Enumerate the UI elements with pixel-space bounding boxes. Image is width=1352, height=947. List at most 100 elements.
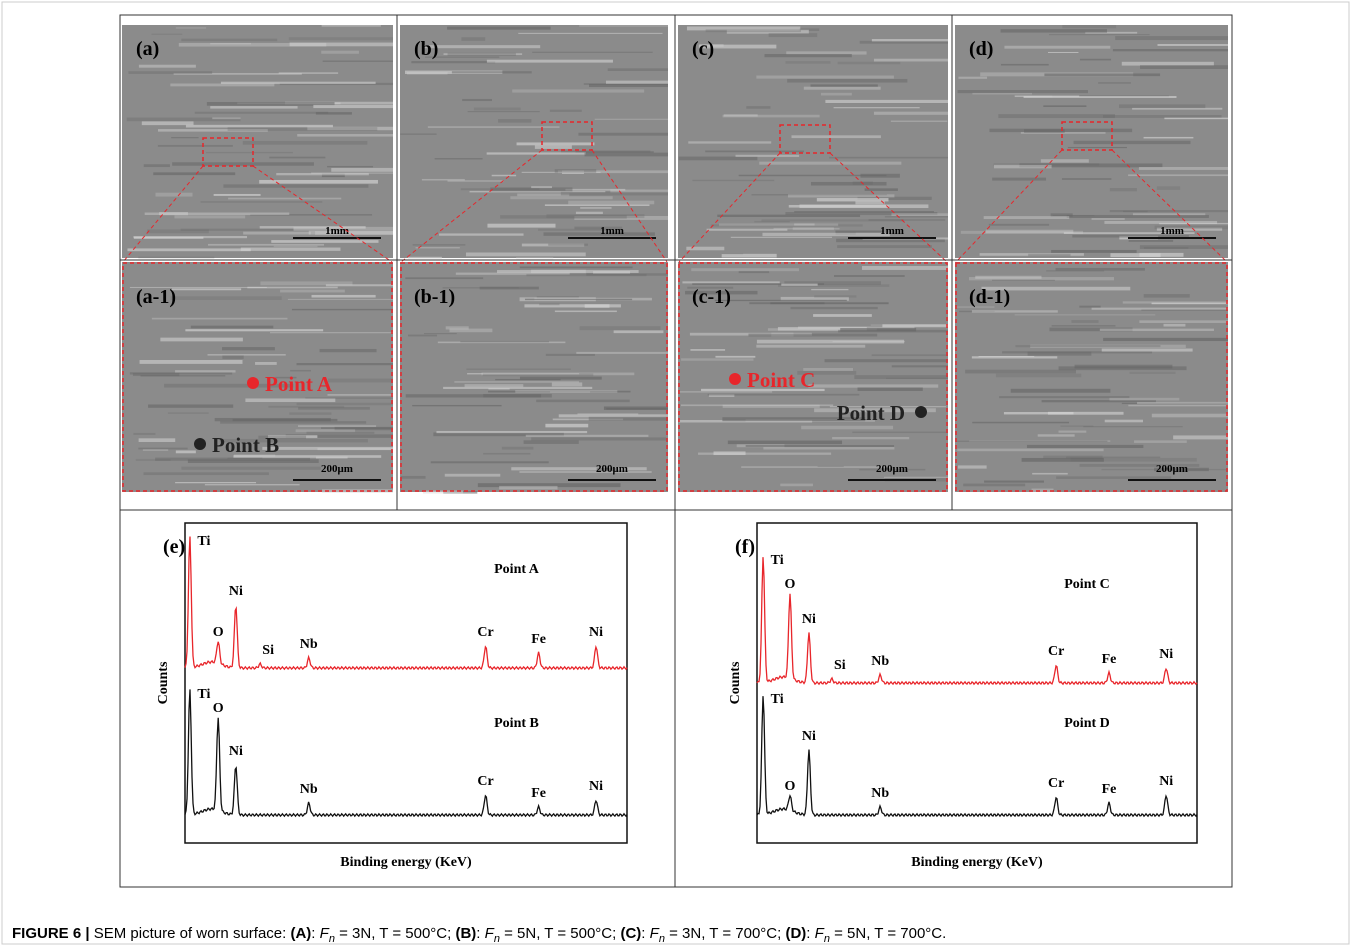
sem-texture <box>490 187 573 192</box>
caption-symbol: F <box>320 925 330 942</box>
sem-texture <box>321 25 381 27</box>
sem-texture <box>860 173 900 178</box>
sem-texture <box>761 219 904 222</box>
sem-texture <box>436 430 588 434</box>
sem-texture <box>539 303 560 306</box>
sem-texture <box>444 473 501 477</box>
sem-texture <box>771 332 794 337</box>
sem-texture <box>1066 456 1161 459</box>
sem-texture <box>1014 314 1156 316</box>
peak-label: Si <box>834 658 846 673</box>
sem-texture <box>726 29 809 34</box>
sem-texture <box>447 180 504 182</box>
sem-texture <box>138 438 176 442</box>
sem-texture <box>829 156 948 159</box>
sem-texture <box>1056 476 1172 479</box>
sem-texture <box>560 191 668 196</box>
sem-texture <box>1139 252 1184 257</box>
sem-texture <box>259 226 366 229</box>
sem-texture <box>698 452 832 455</box>
sem-texture <box>768 33 818 38</box>
sem-texture <box>289 412 332 415</box>
sem-texture <box>1079 463 1200 467</box>
sem-texture <box>491 174 517 177</box>
y-axis-label: Counts <box>156 661 171 704</box>
sem-texture <box>228 197 342 200</box>
sem-texture <box>824 359 948 363</box>
sem-texture <box>322 60 393 62</box>
sem-texture <box>133 235 248 239</box>
sem-texture <box>240 247 341 251</box>
sem-texture <box>512 89 645 93</box>
sem-texture <box>788 204 889 208</box>
sem-texture <box>1122 301 1228 304</box>
sem-texture <box>433 432 564 437</box>
sem-texture <box>285 101 393 105</box>
sem-texture <box>175 370 236 373</box>
caption-text: = 3N, T = 500°C; <box>335 925 451 942</box>
trace-name: Point C <box>1064 577 1110 592</box>
sem-texture <box>160 337 243 342</box>
sem-texture <box>957 90 1088 94</box>
sem-texture <box>1112 49 1228 52</box>
sem-texture <box>1043 105 1087 107</box>
sem-texture <box>1048 51 1079 53</box>
sem-texture <box>443 53 523 55</box>
caption-subscript: n <box>329 933 335 945</box>
sem-texture <box>170 296 282 300</box>
sem-texture <box>148 404 234 408</box>
sem-texture <box>296 402 393 406</box>
panel-label: (a-1) <box>136 286 176 308</box>
sem-texture <box>204 484 300 486</box>
sem-texture <box>751 194 887 196</box>
sem-texture <box>296 363 393 366</box>
sem-texture <box>1049 34 1150 36</box>
sem-texture <box>803 367 854 371</box>
sem-texture <box>408 334 438 337</box>
sem-texture <box>439 233 524 236</box>
sem-texture <box>400 133 437 135</box>
sem-texture <box>715 355 756 358</box>
sem-texture <box>1134 440 1187 443</box>
sem-texture <box>275 376 297 379</box>
sem-texture <box>1137 401 1228 405</box>
caption-text: = 5N, T = 500°C; <box>500 925 616 942</box>
sem-texture <box>983 216 1070 220</box>
sem-texture <box>1051 249 1137 253</box>
sem-texture <box>1083 426 1183 428</box>
sem-texture <box>486 59 613 63</box>
sem-texture <box>1070 457 1197 462</box>
sem-texture <box>792 227 834 231</box>
peak-label: Ni <box>1159 774 1173 789</box>
sem-texture <box>181 466 321 470</box>
sem-texture <box>227 127 378 131</box>
sem-texture <box>691 268 800 272</box>
sem-texture <box>495 378 561 381</box>
sem-texture <box>1079 58 1112 61</box>
sem-texture <box>227 457 263 460</box>
sem-texture <box>773 227 840 230</box>
sem-texture <box>531 437 667 441</box>
sem-texture <box>956 306 995 308</box>
sem-texture <box>578 132 668 136</box>
sem-texture <box>242 140 368 145</box>
sem-texture <box>143 164 170 168</box>
sem-texture <box>713 451 746 456</box>
sem-texture <box>589 84 668 88</box>
sem-texture <box>992 177 1047 181</box>
sem-texture <box>460 188 540 191</box>
sem-texture <box>423 490 464 494</box>
sem-texture <box>787 194 895 198</box>
sem-texture <box>1060 425 1094 427</box>
sem-texture <box>817 465 844 468</box>
peak-label: O <box>785 779 796 794</box>
sem-texture <box>516 257 554 260</box>
sem-texture <box>1067 146 1127 149</box>
sem-texture <box>321 489 393 493</box>
sem-texture <box>873 58 948 62</box>
sem-texture <box>551 382 583 387</box>
zoom-line <box>1111 149 1228 263</box>
sem-texture <box>313 104 393 109</box>
sem-texture <box>579 326 661 331</box>
panel-label: (c) <box>692 38 714 60</box>
